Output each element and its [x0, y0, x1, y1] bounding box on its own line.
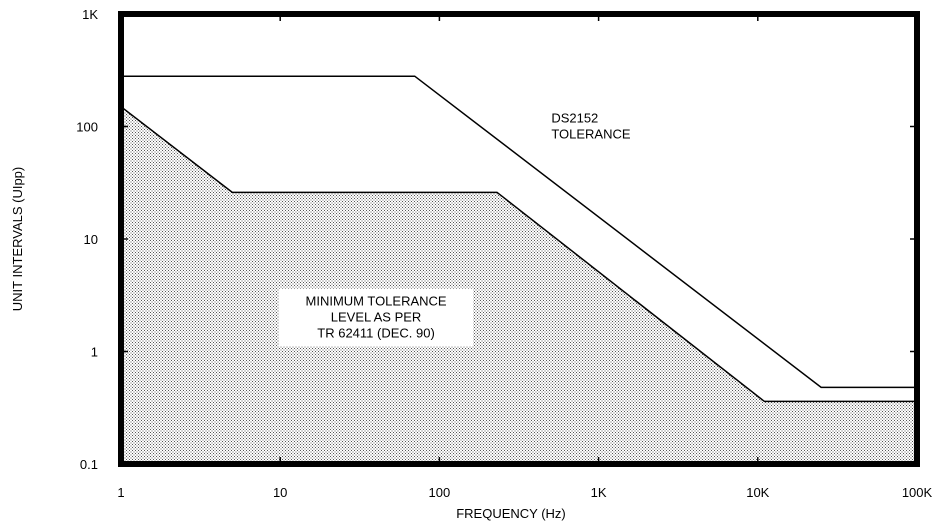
- tick-layer: [121, 14, 917, 464]
- ds2152-annotation-line: TOLERANCE: [551, 127, 631, 142]
- x-tick-label: 1K: [591, 485, 607, 500]
- y-tick-label: 1: [91, 345, 98, 360]
- x-tick-label: 10: [273, 485, 287, 500]
- min-tolerance-annotation-line: LEVEL AS PER: [331, 310, 422, 325]
- label-layer: 1 10 100 1K 10K 100K 0.1 1 10 100 1K: [76, 7, 932, 500]
- y-tick-label: 100: [76, 120, 98, 135]
- ds2152-annotation-line: DS2152: [551, 111, 598, 126]
- min-tolerance-annotation-line: MINIMUM TOLERANCE: [306, 294, 447, 309]
- y-tick-label: 1K: [82, 7, 98, 22]
- x-tick-label: 100K: [902, 485, 933, 500]
- y-axis-title: UNIT INTERVALS (UIpp): [10, 167, 25, 311]
- min-tolerance-annotation-line: TR 62411 (DEC. 90): [317, 326, 435, 341]
- annotation-box: [279, 288, 474, 347]
- series-fill-min-tolerance: [121, 106, 917, 465]
- x-axis-title: FREQUENCY (Hz): [456, 506, 566, 521]
- x-tick-label: 1: [117, 485, 124, 500]
- y-tick-label: 10: [84, 232, 98, 247]
- series-line-ds2152-tolerance: [121, 75, 917, 389]
- series-line-min-tolerance: [120, 106, 917, 403]
- y-tick-label: 0.1: [80, 457, 98, 472]
- x-tick-label: 100: [429, 485, 451, 500]
- series-layer: [120, 75, 917, 465]
- x-tick-label: 10K: [746, 485, 769, 500]
